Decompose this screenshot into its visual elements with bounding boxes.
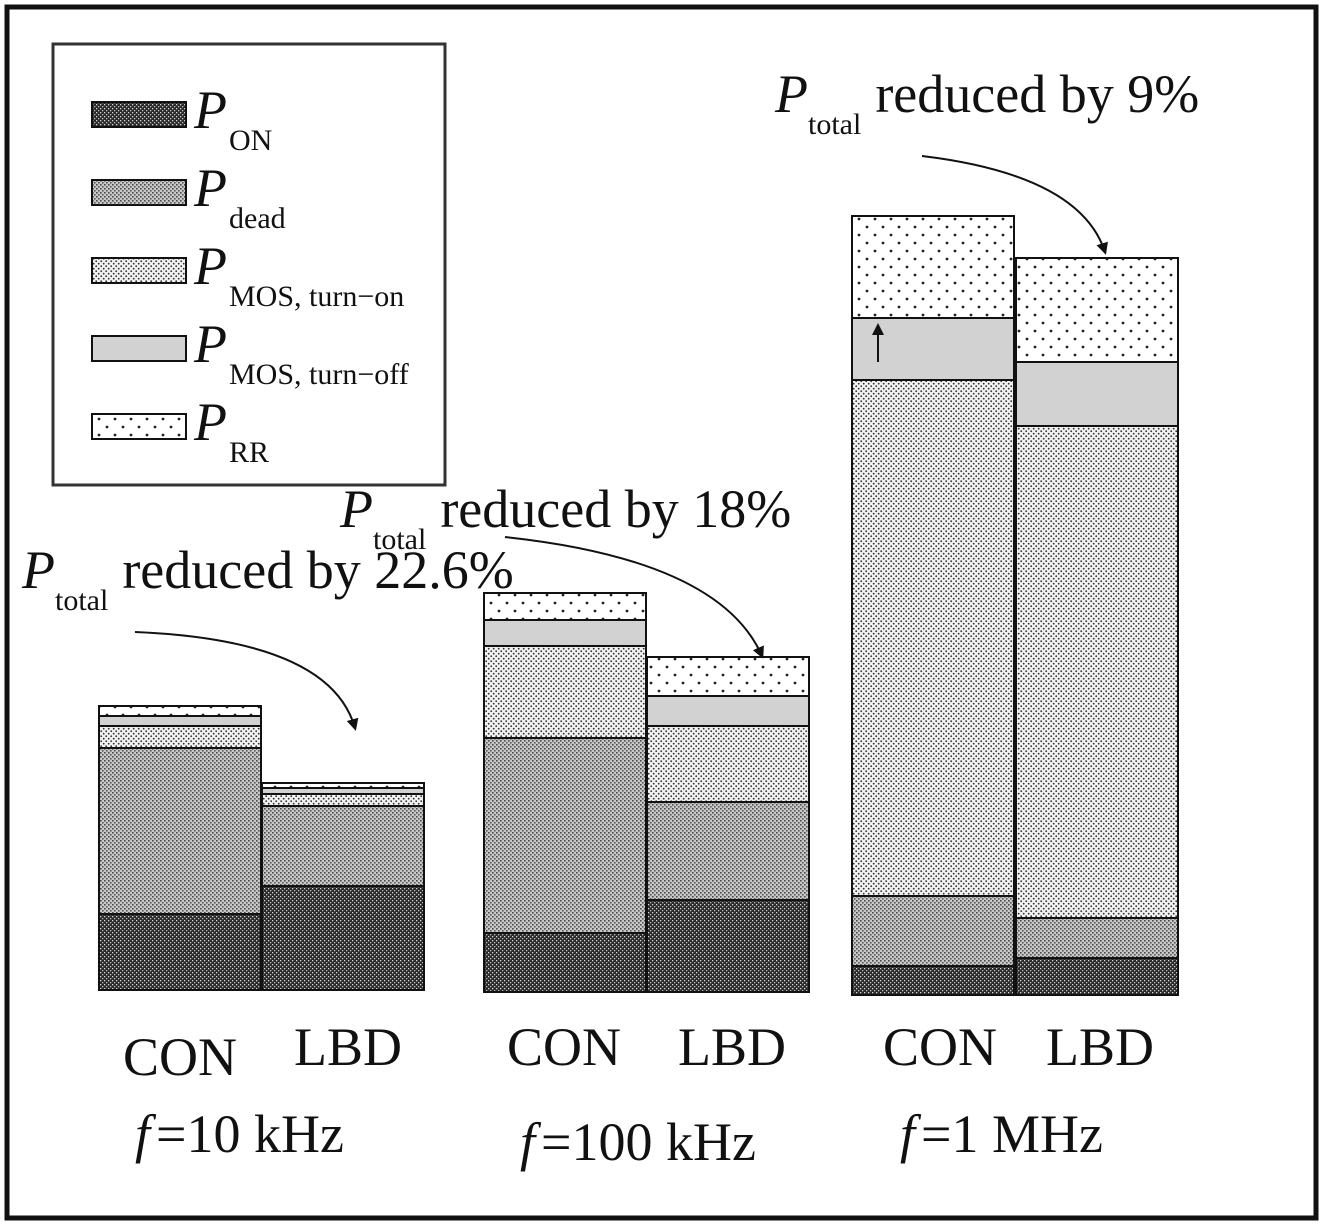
annotation-text: Ptotalreduced by 18% [339,479,791,556]
segment-rr [261,782,425,789]
chart-border [4,4,1319,1221]
annotation-arrow [921,155,1108,255]
legend-swatch [91,413,187,440]
category-label: LBD [1046,1017,1154,1077]
annotations-layer: Ptotalreduced by 22.6%Ptotalreduced by 1… [21,64,1199,731]
segment-rr [483,592,647,621]
legend-label: Pdead [193,158,286,235]
legend-item-on: PON [91,80,272,157]
segment-dead [483,737,647,934]
legend-swatch [91,335,187,362]
category-label: CON [123,1027,237,1087]
category-label: LBD [294,1017,402,1077]
segment-on [646,899,810,993]
segment-mos_on [483,645,647,739]
annotation-text: Ptotalreduced by 22.6% [21,540,514,617]
segment-dead [1015,917,1179,959]
segment-mos_on [851,379,1015,897]
segment-mos_on [98,725,262,749]
legend-item-rr: PRR [91,392,269,469]
legend-swatch [91,101,187,128]
legend-item-dead: Pdead [91,158,286,235]
segment-rr [98,705,262,717]
legend-item-mos_on: PMOS, turn−on [91,236,404,313]
legend-label: PMOS, turn−on [193,236,404,313]
segment-dead [851,895,1015,967]
legend-label: PON [193,80,272,157]
legend-label: PMOS, turn−off [193,314,409,391]
annotation-arrow [134,631,359,731]
category-label: LBD [678,1017,786,1077]
annotation-arrow [504,536,764,659]
legend-swatch [91,179,187,206]
bar-lbd-group-1 [261,782,425,991]
bars-layer [98,215,1179,996]
segment-mos_off [851,317,1015,381]
segment-on [1015,957,1179,996]
segment-mos_off [483,619,647,647]
legend-label: PRR [193,392,269,469]
frequency-label: f =100 kHz [520,1112,756,1172]
legend-swatch [91,257,187,284]
bar-lbd-group-3 [1015,257,1179,996]
segment-dead [261,805,425,887]
legend-item-mos_off: PMOS, turn−off [91,314,409,391]
annotation-text: Ptotalreduced by 9% [774,64,1199,141]
category-label: CON [883,1017,997,1077]
bar-con-group-2 [483,592,647,993]
segment-on [261,885,425,991]
segment-mos_on [646,725,810,803]
segment-on [483,932,647,993]
segment-rr [1015,257,1179,363]
frequency-label: f =1 MHz [900,1104,1103,1164]
segment-mos_off [1015,361,1179,427]
labels-layer: CON LBD f =10 kHz CON LBD f =100 kHz CON LBD f =1 M… [123,1017,1154,1172]
category-label: CON [507,1017,621,1077]
segment-dead [646,801,810,901]
bar-con-group-1 [98,705,262,991]
bar-lbd-group-2 [646,656,810,993]
bar-con-group-3 [851,215,1015,996]
frequency-label: f =10 kHz [135,1104,344,1164]
segment-mos_on [1015,425,1179,919]
segment-rr [646,656,810,697]
segment-on [851,965,1015,996]
segment-dead [98,747,262,915]
segment-rr [851,215,1015,319]
segment-mos_on [261,793,425,807]
segment-mos_off [98,715,262,727]
segment-on [98,913,262,991]
segment-mos_off [646,695,810,727]
